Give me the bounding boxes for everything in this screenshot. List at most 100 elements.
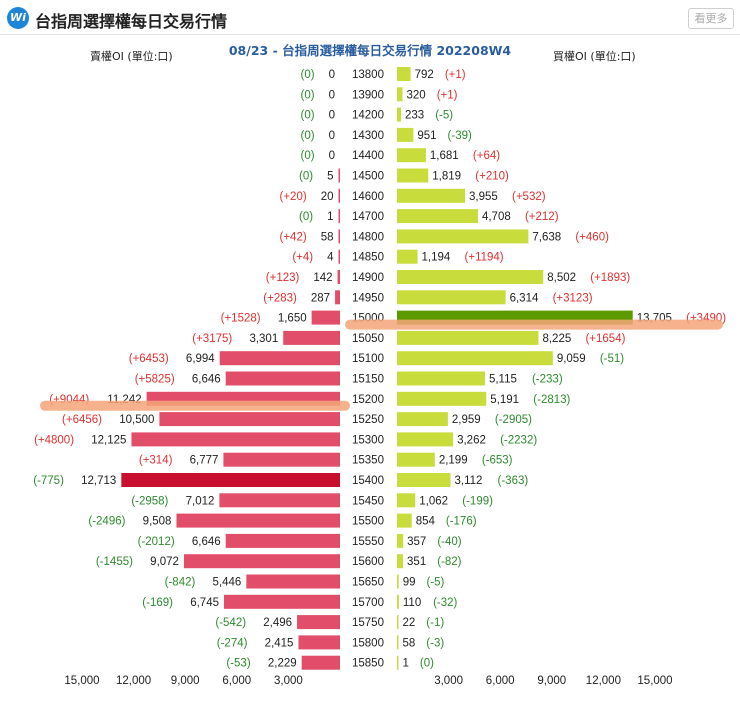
call-change-15250: (-2905) xyxy=(495,414,532,426)
call-oi-value-15600: 351 xyxy=(407,556,426,568)
put-oi-value-15500: 9,508 xyxy=(143,516,172,528)
call-oi-value-13900: 320 xyxy=(407,89,426,101)
put-change-14200: (0) xyxy=(301,110,315,122)
call-oi-value-14600: 3,955 xyxy=(469,191,498,203)
put-change-15500: (-2496) xyxy=(88,516,125,528)
call-bar-15250 xyxy=(397,412,448,427)
put-oi-value-15150: 6,646 xyxy=(192,374,221,386)
call-bar-14700 xyxy=(397,209,478,224)
put-change-14400: (0) xyxy=(301,150,315,162)
put-change-15850: (-53) xyxy=(226,658,250,670)
put-bar-14900 xyxy=(337,270,340,284)
right-axis-tick-4: 15,000 xyxy=(637,675,672,687)
put-change-15800: (-274) xyxy=(217,637,248,649)
strike-label-15850: 15850 xyxy=(352,658,384,670)
strike-label-13900: 13900 xyxy=(352,89,384,101)
more-button[interactable]: 看更多 xyxy=(688,8,734,29)
put-change-15750: (-542) xyxy=(215,617,246,629)
strike-label-14500: 14500 xyxy=(352,171,384,183)
put-bar-15550 xyxy=(225,533,340,548)
call-oi-value-14200: 233 xyxy=(405,110,424,122)
call-oi-label: 買權OI (單位:口) xyxy=(553,50,636,63)
put-change-15400: (-775) xyxy=(33,475,64,487)
strike-label-14600: 14600 xyxy=(352,191,384,203)
call-oi-value-14950: 6,314 xyxy=(510,292,539,304)
call-change-15850: (0) xyxy=(420,658,434,670)
call-oi-value-15150: 5,115 xyxy=(489,374,517,386)
call-bar-15600 xyxy=(397,554,404,569)
strike-label-14900: 14900 xyxy=(352,272,384,284)
call-oi-value-15850: 1 xyxy=(403,658,409,670)
call-oi-value-15200: 5,191 xyxy=(490,394,519,406)
call-change-14950: (+3123) xyxy=(553,292,593,304)
put-oi-value-15250: 10,500 xyxy=(119,414,154,426)
call-oi-value-15450: 1,062 xyxy=(419,495,448,507)
right-axis-tick-1: 6,000 xyxy=(486,675,515,687)
put-bar-15250 xyxy=(159,412,340,427)
left-axis-tick-1: 12,000 xyxy=(116,675,151,687)
call-oi-value-15400: 3,112 xyxy=(455,475,483,487)
put-oi-value-15800: 2,415 xyxy=(265,637,294,649)
strike-label-15150: 15150 xyxy=(352,374,384,386)
put-bar-14700 xyxy=(338,209,340,224)
strike-label-15500: 15500 xyxy=(352,516,384,528)
put-change-15700: (-169) xyxy=(142,597,173,609)
call-oi-value-15550: 357 xyxy=(407,536,426,548)
call-change-14800: (+460) xyxy=(575,231,609,243)
call-bar-14600 xyxy=(397,188,466,203)
put-oi-value-14700: 1 xyxy=(327,211,333,223)
strike-label-15750: 15750 xyxy=(352,617,384,629)
left-axis-tick-2: 9,000 xyxy=(171,675,200,687)
put-change-13900: (0) xyxy=(301,89,315,101)
strike-label-15700: 15700 xyxy=(352,597,384,609)
call-oi-value-15800: 58 xyxy=(403,637,416,649)
call-oi-value-14700: 4,708 xyxy=(482,211,511,223)
call-bar-15650 xyxy=(397,574,399,589)
call-bar-15100 xyxy=(397,351,553,366)
strike-label-14400: 14400 xyxy=(352,150,384,162)
call-change-13800: (+1) xyxy=(445,69,466,81)
call-change-15300: (-2232) xyxy=(500,434,537,446)
put-bar-14800 xyxy=(338,229,340,244)
put-oi-value-14400: 0 xyxy=(329,150,335,162)
call-oi-value-15050: 8,225 xyxy=(542,333,571,345)
put-bar-15650 xyxy=(246,574,340,589)
put-oi-value-14300: 0 xyxy=(329,130,335,142)
call-bar-15150 xyxy=(397,371,485,386)
call-bar-14200 xyxy=(397,107,402,122)
put-bar-14600 xyxy=(338,188,340,203)
call-oi-value-15650: 99 xyxy=(403,577,416,589)
right-axis-tick-3: 12,000 xyxy=(586,675,621,687)
put-bar-15800 xyxy=(298,635,340,650)
strike-label-15350: 15350 xyxy=(352,455,384,467)
put-oi-label: 賣權OI (單位:口) xyxy=(90,50,173,63)
call-change-15800: (-3) xyxy=(426,637,444,649)
put-bar-15100 xyxy=(219,351,340,366)
strike-label-14950: 14950 xyxy=(352,292,384,304)
call-oi-value-15500: 854 xyxy=(416,516,436,528)
call-bar-14800 xyxy=(397,229,529,244)
call-bar-15200 xyxy=(397,391,487,406)
call-bar-15450 xyxy=(397,493,416,508)
call-oi-value-15700: 110 xyxy=(403,597,421,609)
call-oi-value-14400: 1,681 xyxy=(430,150,459,162)
call-bar-14300 xyxy=(397,127,414,142)
right-axis-tick-0: 3,000 xyxy=(434,675,463,687)
call-change-14900: (+1893) xyxy=(590,272,630,284)
put-change-15000: (+1528) xyxy=(221,313,261,325)
call-bar-15750 xyxy=(397,615,399,630)
call-oi-value-14900: 8,502 xyxy=(547,272,576,284)
call-change-14300: (-39) xyxy=(448,130,472,142)
call-bar-13800 xyxy=(397,67,411,81)
put-oi-value-14200: 0 xyxy=(329,110,335,122)
put-change-15250: (+6456) xyxy=(62,414,102,426)
strike-label-15400: 15400 xyxy=(352,475,384,487)
put-oi-value-15000: 1,650 xyxy=(278,313,307,325)
put-change-14900: (+123) xyxy=(266,272,300,284)
call-change-15100: (-51) xyxy=(600,353,624,365)
strike-label-14200: 14200 xyxy=(352,110,384,122)
put-change-15050: (+3175) xyxy=(192,333,232,345)
call-change-15550: (-40) xyxy=(437,536,461,548)
call-oi-value-14800: 7,638 xyxy=(532,231,561,243)
call-change-15500: (-176) xyxy=(446,516,477,528)
